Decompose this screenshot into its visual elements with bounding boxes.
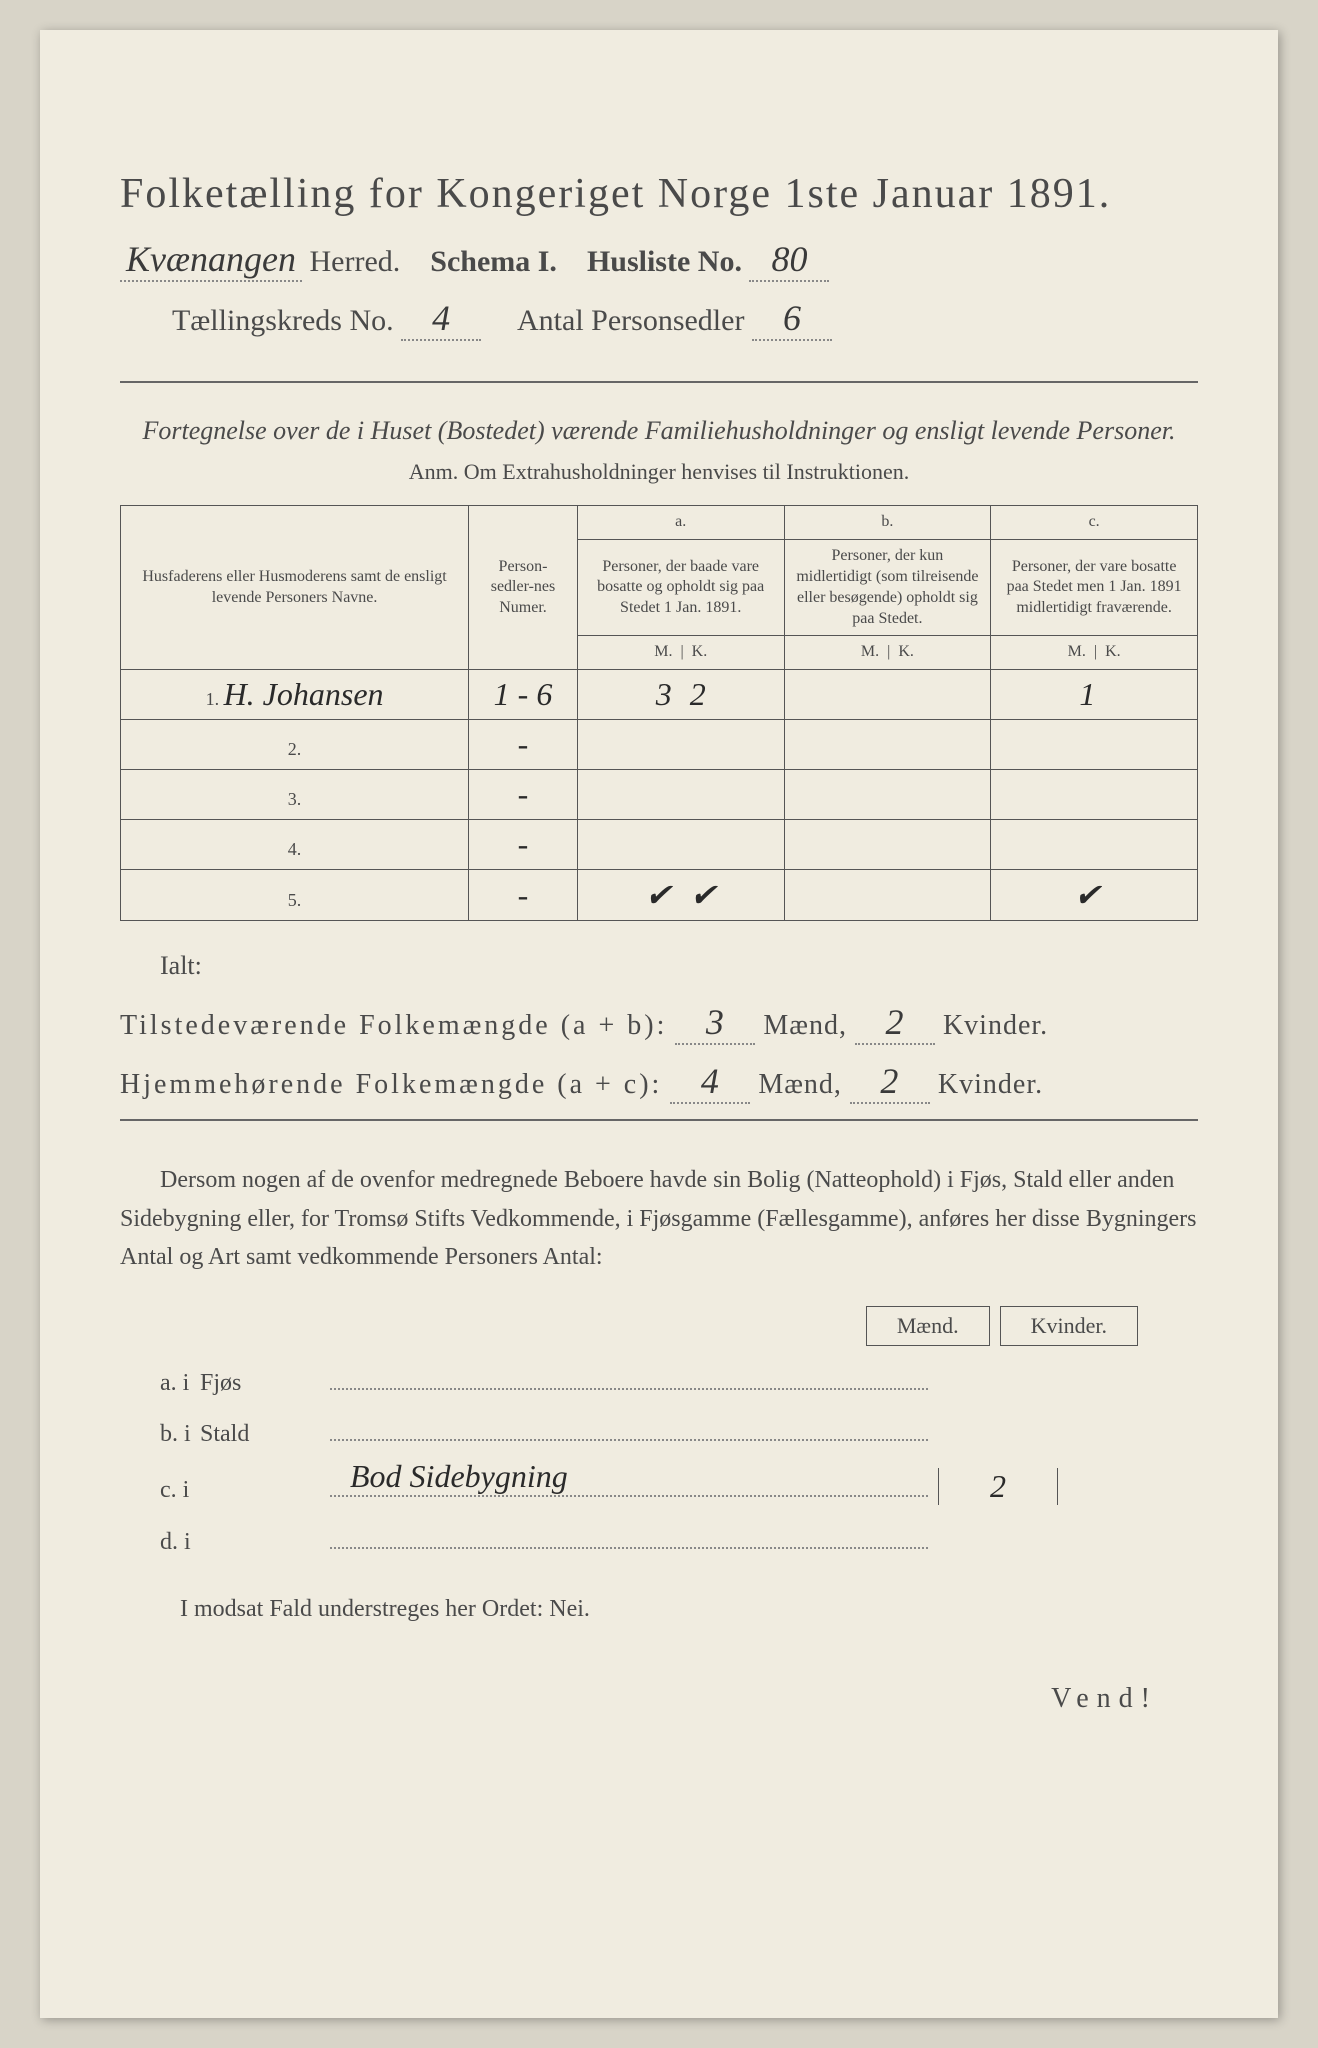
- table-row: 3. -: [121, 770, 1198, 820]
- paragraph: Dersom nogen af de ovenfor medregnede Be…: [120, 1161, 1198, 1276]
- husliste-label: Husliste No.: [587, 245, 742, 278]
- herred-handwritten: Kvænangen: [120, 238, 302, 282]
- row-c: 1: [991, 670, 1198, 720]
- row-numer: -: [469, 770, 578, 820]
- divider-2: [120, 1119, 1198, 1121]
- row-number: 2.: [121, 720, 469, 770]
- row-c: [991, 820, 1198, 870]
- building-row: c. i Bod Sidebygning 2: [120, 1468, 1198, 1505]
- row-b: [784, 870, 991, 921]
- mk-header: Mænd.Kvinder.: [120, 1306, 1138, 1346]
- herred-label: Herred.: [309, 245, 400, 278]
- divider: [120, 381, 1198, 383]
- census-form-page: Folketælling for Kongeriget Norge 1ste J…: [40, 30, 1278, 2018]
- maend-label: Mænd,: [763, 1010, 847, 1041]
- th-c-mk: M. | K.: [991, 636, 1198, 670]
- th-c: Personer, der vare bosatte paa Stedet me…: [991, 540, 1198, 636]
- table-row: 1. H. Johansen1 - 63 2 1: [121, 670, 1198, 720]
- main-table: Husfaderens eller Husmoderens samt de en…: [120, 505, 1198, 921]
- row-numer: 1 - 6: [469, 670, 578, 720]
- th-b-mk: M. | K.: [784, 636, 991, 670]
- row-a: 3 2: [577, 670, 784, 720]
- row-a: [577, 820, 784, 870]
- th-names: Husfaderens eller Husmoderens samt de en…: [121, 506, 469, 670]
- building-label: a. i: [120, 1370, 200, 1397]
- th-b: Personer, der kun midlertidigt (som tilr…: [784, 540, 991, 636]
- row-number: 4.: [121, 820, 469, 870]
- maend-box: Mænd.: [866, 1306, 990, 1346]
- personsedler-label: Antal Personsedler: [517, 304, 744, 337]
- row-c: [991, 720, 1198, 770]
- th-b-top: b.: [784, 506, 991, 540]
- ialt-label: Ialt:: [160, 951, 1198, 981]
- kvinder-label-2: Kvinder.: [938, 1069, 1043, 1100]
- th-a: Personer, der baade vare bosatte og opho…: [577, 540, 784, 636]
- husliste-no: 80: [749, 238, 829, 282]
- row-c: [991, 770, 1198, 820]
- table-row: 5. -✔ ✔ ✔: [121, 870, 1198, 921]
- personsedler-no: 6: [752, 297, 832, 341]
- row-c: ✔: [991, 870, 1198, 921]
- building-name: Fjøs: [200, 1370, 320, 1397]
- row-a: ✔ ✔: [577, 870, 784, 921]
- th-numer: Person-sedler-nes Numer.: [469, 506, 578, 670]
- building-row: b. iStald: [120, 1417, 1198, 1448]
- row-name: H. Johansen: [224, 676, 384, 712]
- tilstede-label: Tilstedeværende Folkemængde (a + b):: [120, 1010, 667, 1041]
- anm-note: Anm. Om Extrahusholdninger henvises til …: [120, 459, 1198, 485]
- maend-label-2: Mænd,: [758, 1069, 842, 1100]
- building-label: d. i: [120, 1529, 200, 1556]
- hjemme-label: Hjemmehørende Folkemængde (a + c):: [120, 1069, 662, 1100]
- row-a: [577, 770, 784, 820]
- building-row: d. i: [120, 1525, 1198, 1556]
- modsat-line: I modsat Fald understreges her Ordet: Ne…: [180, 1596, 1198, 1623]
- kreds-no: 4: [401, 297, 481, 341]
- tilstede-line: Tilstedeværende Folkemængde (a + b): 3 M…: [120, 1001, 1198, 1045]
- row-numer: -: [469, 720, 578, 770]
- row-a: [577, 720, 784, 770]
- kvinder-box: Kvinder.: [1000, 1306, 1138, 1346]
- header-line-3: Tællingskreds No. 4 Antal Personsedler 6: [120, 297, 1198, 341]
- building-dots: [330, 1366, 928, 1390]
- hjemme-m: 4: [670, 1060, 750, 1104]
- tilstede-k: 2: [855, 1001, 935, 1045]
- row-numer: -: [469, 870, 578, 921]
- vend: Vend!: [120, 1683, 1158, 1715]
- hjemme-line: Hjemmehørende Folkemængde (a + c): 4 Mæn…: [120, 1060, 1198, 1104]
- table-row: 2. -: [121, 720, 1198, 770]
- kvinder-label: Kvinder.: [943, 1010, 1048, 1041]
- table-row: 4. -: [121, 820, 1198, 870]
- tilstede-m: 3: [675, 1001, 755, 1045]
- row-number: 5.: [121, 870, 469, 921]
- hjemme-k: 2: [850, 1060, 930, 1104]
- th-a-top: a.: [577, 506, 784, 540]
- row-number: 1. H. Johansen: [121, 670, 469, 720]
- header-line-2: Kvænangen Herred. Schema I. Husliste No.…: [120, 238, 1198, 282]
- th-a-mk: M. | K.: [577, 636, 784, 670]
- row-b: [784, 720, 991, 770]
- row-b: [784, 670, 991, 720]
- building-dots: Bod Sidebygning: [330, 1473, 928, 1497]
- row-numer: -: [469, 820, 578, 870]
- row-b: [784, 820, 991, 870]
- row-b: [784, 770, 991, 820]
- kreds-label: Tællingskreds No.: [172, 304, 394, 337]
- building-dots: [330, 1417, 928, 1441]
- th-c-top: c.: [991, 506, 1198, 540]
- building-row: a. iFjøs: [120, 1366, 1198, 1397]
- sub-heading: Fortegnelse over de i Huset (Bostedet) v…: [120, 413, 1198, 449]
- row-number: 3.: [121, 770, 469, 820]
- page-title: Folketælling for Kongeriget Norge 1ste J…: [120, 170, 1198, 218]
- building-maend: 2: [938, 1468, 1058, 1505]
- schema-label: Schema I.: [430, 245, 557, 278]
- building-name: Stald: [200, 1421, 320, 1448]
- building-label: c. i: [120, 1477, 200, 1504]
- building-dots: [330, 1525, 928, 1549]
- building-label: b. i: [120, 1421, 200, 1448]
